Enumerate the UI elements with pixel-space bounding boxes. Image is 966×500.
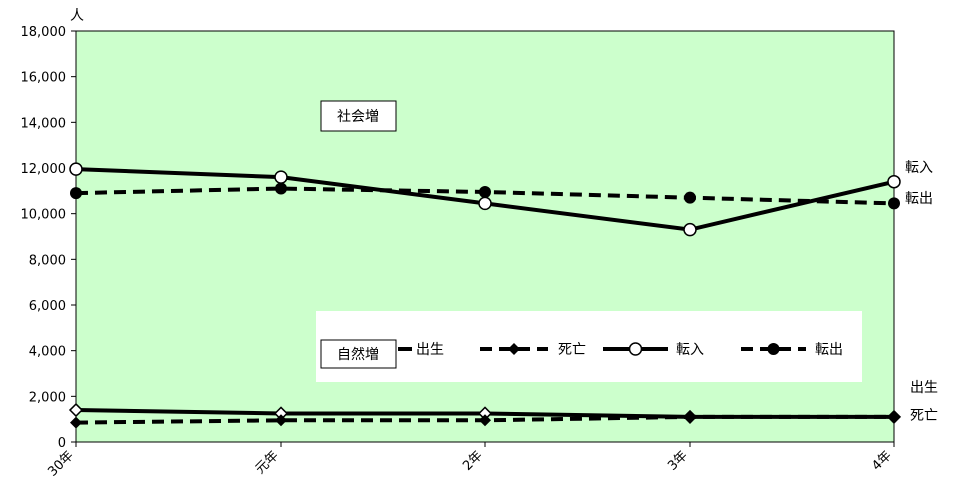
x-tick-label: 3年 bbox=[665, 448, 691, 474]
series-end-label: 出生 bbox=[910, 380, 938, 396]
legend-marker bbox=[628, 342, 643, 356]
data-point bbox=[684, 191, 696, 204]
data-point bbox=[684, 410, 696, 423]
y-tick-label: 4,000 bbox=[29, 345, 66, 360]
series-end-label: 転出 bbox=[905, 191, 933, 207]
data-point bbox=[275, 414, 287, 427]
x-tick-label: 30年 bbox=[45, 448, 76, 479]
data-point bbox=[70, 416, 82, 429]
data-point bbox=[69, 162, 83, 176]
y-tick-label: 2,000 bbox=[29, 390, 66, 405]
data-point bbox=[68, 402, 84, 418]
natural-annotation: 自然増 bbox=[337, 346, 379, 363]
data-point bbox=[888, 410, 900, 423]
legend: 出生 死亡 転入 転出 bbox=[398, 342, 843, 358]
data-point bbox=[478, 196, 492, 211]
y-tick-label: 16,000 bbox=[21, 71, 67, 86]
legend-box bbox=[316, 311, 862, 382]
data-point bbox=[887, 174, 901, 189]
y-tick-label: 0 bbox=[58, 436, 66, 451]
y-tick-label: 10,000 bbox=[21, 208, 67, 223]
series-end-label: 転入 bbox=[905, 160, 933, 176]
social-annotation: 社会増 bbox=[337, 109, 379, 125]
legend-marker bbox=[508, 343, 520, 355]
legend-label: 転入 bbox=[676, 342, 704, 358]
data-point bbox=[274, 170, 288, 184]
data-point bbox=[683, 222, 697, 237]
y-tick-label: 12,000 bbox=[21, 162, 67, 177]
natural-annotation-box bbox=[320, 339, 397, 369]
series-end-label: 死亡 bbox=[910, 408, 938, 424]
x-tick-label: 4年 bbox=[869, 448, 895, 474]
x-tick-label: 元年 bbox=[253, 448, 282, 477]
data-point bbox=[888, 197, 900, 210]
data-point bbox=[275, 182, 287, 195]
social-annotation-box bbox=[320, 100, 397, 132]
legend-label: 死亡 bbox=[558, 342, 586, 358]
data-point bbox=[479, 185, 491, 198]
y-tick-label: 6,000 bbox=[29, 299, 66, 314]
legend-label: 出生 bbox=[416, 342, 444, 358]
y-tick-label: 18,000 bbox=[21, 25, 67, 40]
data-point bbox=[479, 414, 491, 427]
legend-marker bbox=[767, 343, 780, 355]
series-markers bbox=[68, 162, 902, 429]
legend-label: 転出 bbox=[815, 342, 843, 358]
x-tick-label: 2年 bbox=[460, 448, 486, 474]
y-tick-label: 8,000 bbox=[29, 253, 66, 268]
data-point bbox=[70, 187, 82, 200]
y-tick-label: 14,000 bbox=[21, 116, 67, 131]
y-axis-unit: 人 bbox=[70, 8, 84, 24]
